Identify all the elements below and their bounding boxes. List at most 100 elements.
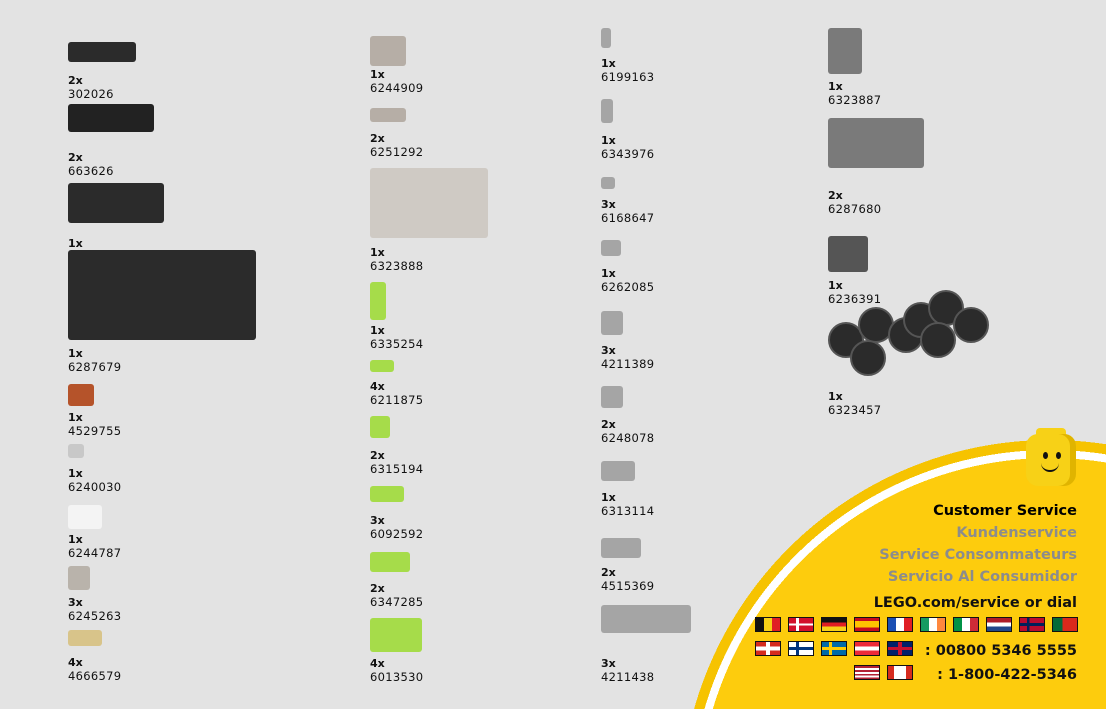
- eye-icon: [1043, 452, 1048, 459]
- service-consommateurs-label: Service Consommateurs: [879, 547, 1077, 563]
- part-number: 6244909: [370, 81, 424, 95]
- part-6315194-image: [370, 416, 390, 438]
- part-6287680-image: [828, 118, 924, 168]
- part-quantity: 1x: [828, 80, 843, 93]
- part-4529755-image: [68, 384, 94, 406]
- part-quantity: 1x: [601, 491, 616, 504]
- part-quantity: 2x: [601, 566, 616, 579]
- flag-ch-icon: [755, 641, 781, 656]
- part-number: 6262085: [601, 280, 655, 294]
- part-quantity: 3x: [601, 657, 616, 670]
- part-6211875-image: [370, 360, 394, 372]
- part-quantity: 1x: [68, 237, 83, 250]
- part-quantity: 1x: [370, 68, 385, 81]
- wheel-icon: [953, 307, 989, 343]
- flag-fr-icon: [887, 617, 913, 632]
- part-quantity: 2x: [68, 151, 83, 164]
- phone-europe: : 00800 5346 5555: [924, 643, 1077, 659]
- part-number: 4211389: [601, 357, 655, 371]
- part-quantity: 1x: [68, 467, 83, 480]
- part-quantity: 1x: [601, 267, 616, 280]
- flag-at-icon: [854, 641, 880, 656]
- flag-ie-icon: [920, 617, 946, 632]
- flag-gb-icon: [887, 641, 913, 656]
- part-quantity: 1x: [601, 134, 616, 147]
- part-6251292-image: [370, 108, 406, 122]
- flag-fi-icon: [788, 641, 814, 656]
- part-quantity: 3x: [370, 514, 385, 527]
- part-number: 4529755: [68, 424, 122, 438]
- part-quantity: 2x: [68, 74, 83, 87]
- smile-icon: [1041, 462, 1059, 472]
- flag-de-icon: [821, 617, 847, 632]
- part-6313114-image: [601, 461, 635, 481]
- part-quantity: 3x: [601, 344, 616, 357]
- part-number: 6335254: [370, 337, 424, 351]
- part-quantity: 4x: [370, 380, 385, 393]
- part-number: 6313114: [601, 504, 655, 518]
- part-6240030-image: [68, 444, 84, 458]
- part-number: 6244787: [68, 546, 122, 560]
- part-6323457-image: [828, 290, 989, 382]
- part-number: 6013530: [370, 670, 424, 684]
- kundenservice-label: Kundenservice: [956, 525, 1077, 541]
- part-6335254-image: [370, 282, 386, 320]
- part-6347285-image: [370, 552, 410, 572]
- part-6323888-image: [370, 168, 488, 238]
- flag-it-icon: [953, 617, 979, 632]
- part-quantity: 4x: [68, 656, 83, 669]
- part-number: 6236391: [828, 292, 882, 306]
- part-quantity: 1x: [68, 533, 83, 546]
- part-quantity: 3x: [601, 198, 616, 211]
- part-number: 302026: [68, 87, 114, 101]
- part-4211389-image: [601, 311, 623, 335]
- part-quantity: 2x: [601, 418, 616, 431]
- part-number: 4515369: [601, 579, 655, 593]
- eye-icon: [1056, 452, 1061, 459]
- part-379526-image: [68, 183, 164, 223]
- part-number: 6287679: [68, 360, 122, 374]
- flag-no-icon: [1019, 617, 1045, 632]
- part-6013530-image: [370, 618, 422, 652]
- part-6244787-image: [68, 505, 102, 529]
- part-6248078-image: [601, 386, 623, 408]
- part-number: 6092592: [370, 527, 424, 541]
- wheel-icon: [920, 322, 956, 358]
- part-6199163-image: [601, 28, 611, 48]
- part-quantity: 1x: [68, 411, 83, 424]
- part-302026-image: [68, 42, 136, 62]
- flag-dk-icon: [788, 617, 814, 632]
- part-quantity: 4x: [370, 657, 385, 670]
- part-number: 6211875: [370, 393, 424, 407]
- flag-ca-icon: [887, 665, 913, 680]
- part-6244909-image: [370, 36, 406, 66]
- part-quantity: 1x: [370, 246, 385, 259]
- part-6168647-image: [601, 177, 615, 189]
- service-link[interactable]: LEGO.com/service or dial: [873, 595, 1077, 611]
- flag-nl-icon: [986, 617, 1012, 632]
- part-6092592-image: [370, 486, 404, 502]
- part-number: 6315194: [370, 462, 424, 476]
- minifig-head-icon: [1026, 434, 1076, 486]
- wheel-icon: [850, 340, 886, 376]
- flag-se-icon: [821, 641, 847, 656]
- phone-north-america: : 1-800-422-5346: [937, 667, 1077, 683]
- part-quantity: 1x: [370, 324, 385, 337]
- flag-us-icon: [854, 665, 880, 680]
- part-663626-image: [68, 104, 154, 132]
- part-4515369-image: [601, 538, 641, 558]
- part-number: 4666579: [68, 669, 122, 683]
- part-quantity: 1x: [68, 347, 83, 360]
- part-quantity: 2x: [828, 189, 843, 202]
- part-6245263-image: [68, 566, 90, 590]
- part-number: 6343976: [601, 147, 655, 161]
- part-number: 663626: [68, 164, 114, 178]
- part-6323887-image: [828, 28, 862, 74]
- part-4666579-image: [68, 630, 102, 646]
- part-number: 6323887: [828, 93, 882, 107]
- flag-pt-icon: [1052, 617, 1078, 632]
- part-number: 6323888: [370, 259, 424, 273]
- part-number: 6323457: [828, 403, 882, 417]
- flag-be-icon: [755, 617, 781, 632]
- part-quantity: 3x: [68, 596, 83, 609]
